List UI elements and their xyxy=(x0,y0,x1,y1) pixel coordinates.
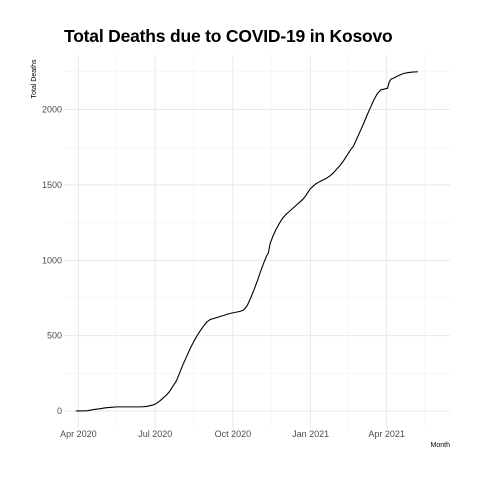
y-tick-label: 2000 xyxy=(42,104,62,114)
grid xyxy=(64,55,450,428)
series-line xyxy=(75,71,418,412)
y-tick-label: 1500 xyxy=(42,180,62,190)
x-tick-label: Jul 2020 xyxy=(138,429,172,439)
x-tick-label: Apr 2020 xyxy=(60,429,97,439)
x-axis-ticks: Apr 2020 Jul 2020 Oct 2020 Jan 2021 Apr 2021 xyxy=(60,429,405,439)
y-axis-ticks: 0 500 1000 1500 2000 xyxy=(42,104,62,416)
y-axis-title: Total Deaths xyxy=(31,59,38,98)
x-tick-label: Apr 2021 xyxy=(368,429,405,439)
y-tick-label: 0 xyxy=(57,406,62,416)
y-tick-label: 500 xyxy=(47,331,62,341)
x-tick-label: Jan 2021 xyxy=(292,429,329,439)
series-layer xyxy=(75,71,418,412)
x-axis-title: Month xyxy=(431,442,451,449)
x-tick-label: Oct 2020 xyxy=(215,429,252,439)
chart-title: Total Deaths due to COVID-19 in Kosovo xyxy=(64,26,393,46)
y-tick-label: 1000 xyxy=(42,255,62,265)
